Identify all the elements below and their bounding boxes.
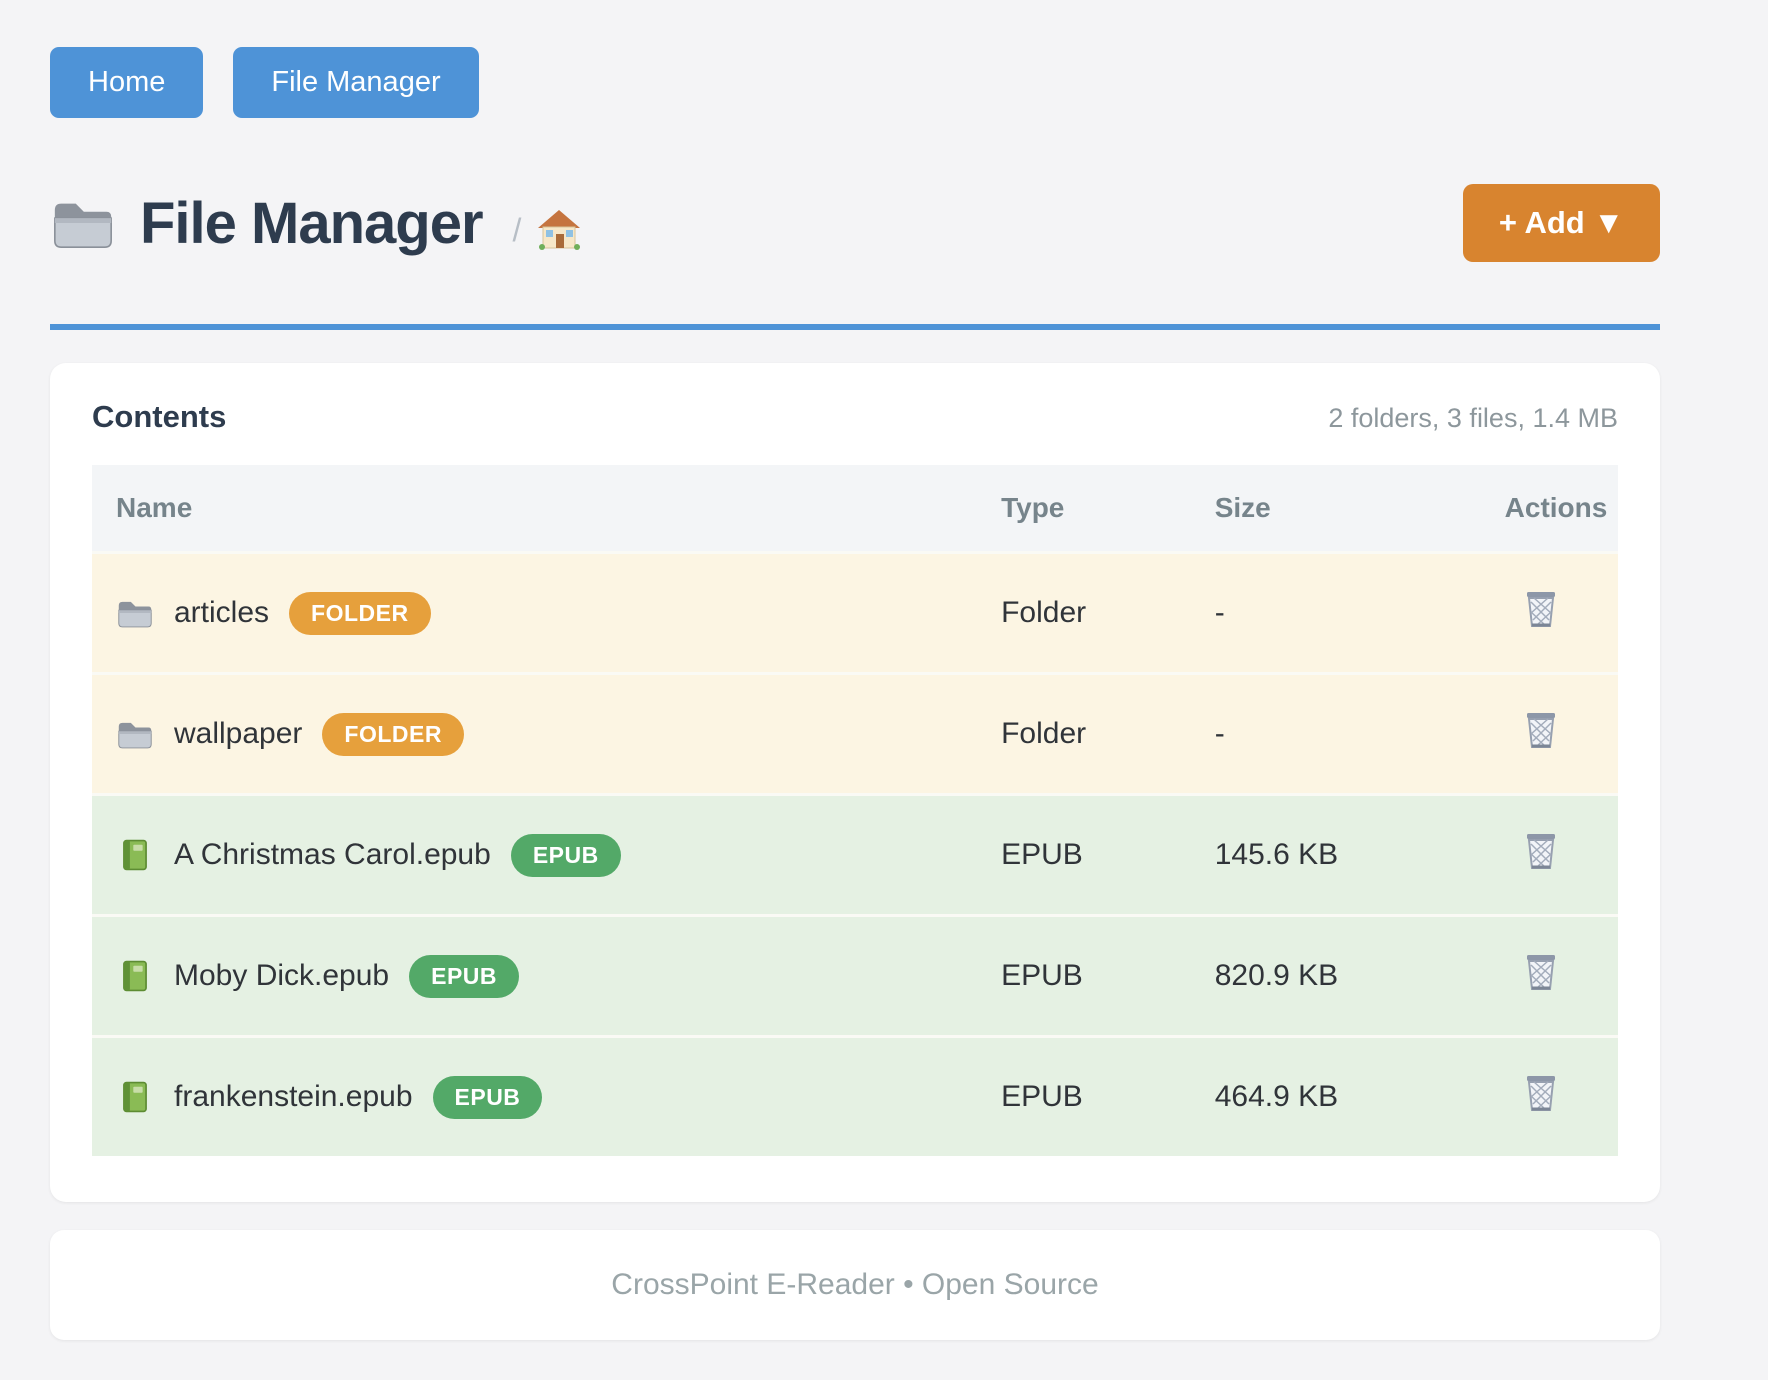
trash-icon bbox=[1525, 953, 1557, 991]
folder-icon bbox=[118, 722, 152, 749]
footer: CrossPoint E-Reader • Open Source bbox=[50, 1230, 1660, 1340]
size-cell: - bbox=[1214, 717, 1225, 750]
top-nav: Home File Manager bbox=[50, 0, 1660, 118]
trash-icon bbox=[1525, 1074, 1557, 1112]
table-row: Moby Dick.epub EPUB EPUB 820.9 KB bbox=[92, 915, 1618, 1037]
trash-icon bbox=[1525, 590, 1557, 628]
type-badge: EPUB bbox=[432, 1075, 543, 1119]
type-badge: FOLDER bbox=[289, 591, 431, 635]
type-badge: EPUB bbox=[510, 833, 621, 877]
nav-home-button[interactable]: Home bbox=[50, 47, 204, 118]
add-button[interactable]: + Add ▼ bbox=[1462, 184, 1660, 262]
breadcrumb-separator: / bbox=[512, 211, 522, 248]
page-container: Home File Manager File Manager / + Add ▼… bbox=[50, 0, 1660, 1340]
contents-table: Name Type Size Actions articles FOLDER F… bbox=[92, 465, 1618, 1156]
title-divider bbox=[50, 324, 1660, 330]
type-cell: EPUB bbox=[1001, 959, 1083, 992]
column-header-name: Name bbox=[92, 465, 978, 553]
footer-text: CrossPoint E-Reader • Open Source bbox=[611, 1268, 1099, 1301]
table-row: articles FOLDER Folder - bbox=[92, 552, 1618, 674]
type-cell: Folder bbox=[1001, 717, 1087, 750]
home-icon bbox=[537, 209, 581, 251]
type-badge: EPUB bbox=[409, 954, 520, 998]
page-header: File Manager / + Add ▼ bbox=[50, 180, 1660, 266]
type-cell: EPUB bbox=[1001, 1080, 1083, 1113]
delete-button[interactable] bbox=[1523, 710, 1559, 750]
contents-title: Contents bbox=[92, 399, 227, 434]
file-name-link[interactable]: A Christmas Carol.epub bbox=[174, 838, 491, 871]
column-header-size: Size bbox=[1190, 465, 1481, 553]
table-header-row: Name Type Size Actions bbox=[92, 465, 1618, 553]
size-cell: 820.9 KB bbox=[1214, 959, 1339, 992]
delete-button[interactable] bbox=[1523, 589, 1559, 629]
file-name-link[interactable]: Moby Dick.epub bbox=[174, 959, 390, 992]
table-row: frankenstein.epub EPUB EPUB 464.9 KB bbox=[92, 1036, 1618, 1156]
folder-icon bbox=[54, 202, 112, 248]
trash-icon bbox=[1525, 832, 1557, 870]
file-name-link[interactable]: articles bbox=[174, 596, 270, 629]
trash-icon bbox=[1525, 711, 1557, 749]
file-name-link[interactable]: frankenstein.epub bbox=[174, 1080, 413, 1113]
delete-button[interactable] bbox=[1523, 952, 1559, 992]
column-header-actions: Actions bbox=[1480, 465, 1618, 553]
size-cell: 145.6 KB bbox=[1214, 838, 1339, 871]
folder-icon bbox=[118, 601, 152, 628]
table-row: A Christmas Carol.epub EPUB EPUB 145.6 K… bbox=[92, 794, 1618, 916]
book-icon bbox=[123, 1081, 147, 1113]
type-cell: Folder bbox=[1001, 596, 1087, 629]
breadcrumb-home-link[interactable] bbox=[537, 207, 581, 251]
file-name-link[interactable]: wallpaper bbox=[174, 717, 303, 750]
delete-button[interactable] bbox=[1523, 831, 1559, 871]
contents-summary: 2 folders, 3 files, 1.4 MB bbox=[1328, 403, 1618, 433]
table-row: wallpaper FOLDER Folder - bbox=[92, 673, 1618, 795]
type-cell: EPUB bbox=[1001, 838, 1083, 871]
column-header-type: Type bbox=[977, 465, 1191, 553]
size-cell: 464.9 KB bbox=[1214, 1080, 1339, 1113]
page-title: File Manager bbox=[140, 190, 484, 256]
type-badge: FOLDER bbox=[322, 712, 464, 756]
contents-card-header: Contents 2 folders, 3 files, 1.4 MB bbox=[92, 399, 1618, 435]
delete-button[interactable] bbox=[1523, 1073, 1559, 1113]
size-cell: - bbox=[1214, 596, 1225, 629]
book-icon bbox=[123, 839, 147, 871]
nav-file-manager-button[interactable]: File Manager bbox=[233, 47, 479, 118]
contents-card: Contents 2 folders, 3 files, 1.4 MB Name… bbox=[50, 363, 1660, 1202]
book-icon bbox=[123, 960, 147, 992]
